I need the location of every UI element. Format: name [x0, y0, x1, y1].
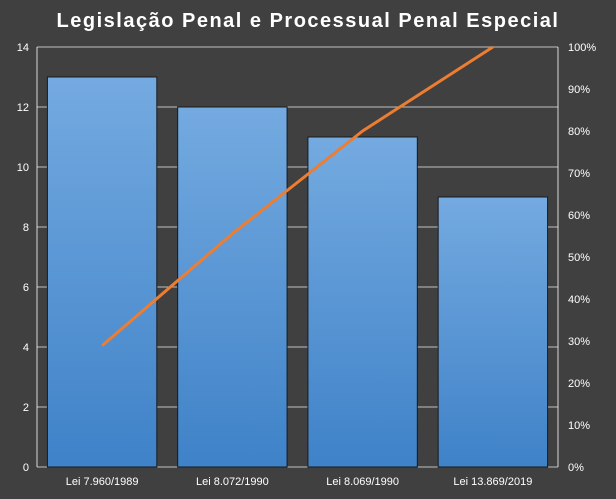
- left-tick-label: 4: [23, 342, 29, 354]
- right-tick-label: 20%: [568, 378, 590, 390]
- x-tick-label: Lei 8.072/1990: [196, 476, 269, 488]
- left-axis: 0 2 4 6 8 10 12 14: [17, 42, 29, 474]
- right-tick-label: 90%: [568, 84, 590, 96]
- left-tick-label: 8: [23, 222, 29, 234]
- bar: [307, 136, 418, 468]
- bar: [437, 196, 549, 468]
- right-tick-label: 80%: [568, 126, 590, 138]
- chart-title: Legislação Penal e Processual Penal Espe…: [57, 10, 560, 32]
- bar: [177, 106, 288, 468]
- right-tick-label: 30%: [568, 336, 590, 348]
- right-tick-label: 10%: [568, 420, 590, 432]
- left-tick-label: 2: [23, 402, 29, 414]
- right-tick-label: 0%: [568, 462, 584, 474]
- x-tick-label: Lei 8.069/1990: [326, 476, 399, 488]
- right-tick-label: 40%: [568, 294, 590, 306]
- left-tick-label: 14: [17, 42, 29, 54]
- left-tick-label: 0: [23, 462, 29, 474]
- x-axis: Lei 7.960/1989 Lei 8.072/1990 Lei 8.069/19…: [66, 476, 533, 488]
- left-tick-label: 12: [17, 102, 29, 114]
- right-tick-label: 50%: [568, 252, 590, 264]
- x-tick-label: Lei 13.869/2019: [453, 476, 532, 488]
- left-tick-label: 6: [23, 282, 29, 294]
- right-tick-label: 60%: [568, 210, 590, 222]
- right-tick-label: 70%: [568, 168, 590, 180]
- cumulative-line: [101, 45, 494, 347]
- bar: [46, 76, 158, 468]
- right-tick-label: 100%: [568, 42, 596, 54]
- right-axis: 0% 10% 20% 30% 40% 50% 60% 70% 80% 90% 100%: [568, 42, 596, 474]
- x-tick-label: Lei 7.960/1989: [66, 476, 139, 488]
- bars: [46, 76, 549, 468]
- left-tick-label: 10: [17, 162, 29, 174]
- cumulative-line-path: [101, 45, 494, 347]
